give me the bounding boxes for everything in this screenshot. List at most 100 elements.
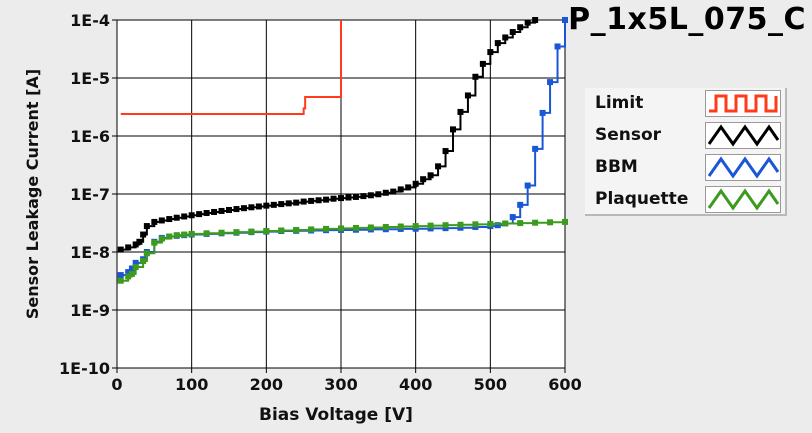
data-point-sensor bbox=[132, 241, 139, 248]
data-point-sensor bbox=[136, 238, 143, 245]
data-point-sensor bbox=[300, 198, 307, 205]
data-point-sensor bbox=[532, 17, 539, 23]
data-point-sensor bbox=[270, 201, 277, 208]
data-point-bbm bbox=[125, 269, 132, 276]
legend-swatch-sensor bbox=[705, 122, 781, 149]
data-point-plaquette bbox=[233, 229, 240, 236]
series-sensor bbox=[117, 17, 539, 253]
data-point-plaquette bbox=[308, 226, 315, 233]
data-point-bbm bbox=[524, 182, 531, 189]
x-axis-ticks: 0 100 200 300 400 500 600 bbox=[111, 368, 582, 394]
data-point-sensor bbox=[263, 202, 270, 209]
data-point-plaquette bbox=[338, 225, 344, 232]
legend-swatch-limit bbox=[705, 90, 781, 117]
data-point-sensor bbox=[173, 214, 180, 221]
data-point-sensor bbox=[255, 203, 262, 210]
data-point-plaquette bbox=[502, 220, 509, 227]
x-tick-label: 600 bbox=[548, 375, 581, 394]
x-tick-label: 500 bbox=[474, 375, 507, 394]
data-point-sensor bbox=[166, 216, 173, 223]
legend-label-limit: Limit bbox=[595, 93, 644, 113]
data-point-sensor bbox=[427, 172, 434, 179]
data-point-sensor bbox=[390, 188, 397, 195]
chart-title: P_1x5L_075_C bbox=[568, 2, 806, 37]
data-point-plaquette bbox=[140, 257, 147, 264]
data-point-sensor bbox=[457, 108, 464, 115]
data-point-sensor bbox=[487, 49, 494, 56]
x-tick-label: 300 bbox=[324, 375, 357, 394]
data-point-sensor bbox=[188, 212, 195, 219]
data-point-sensor bbox=[233, 206, 240, 213]
data-point-sensor bbox=[117, 246, 124, 253]
series-plaquette bbox=[117, 218, 568, 284]
data-point-sensor bbox=[412, 180, 419, 187]
legend-swatch-bbm bbox=[705, 154, 781, 181]
series-limit bbox=[120, 20, 342, 115]
data-point-sensor bbox=[517, 24, 524, 31]
data-point-sensor bbox=[293, 199, 300, 206]
data-point-sensor bbox=[248, 204, 255, 211]
data-point-bbm bbox=[539, 109, 546, 116]
legend-swatch-bbm-line bbox=[707, 156, 780, 179]
x-tick-label: 100 bbox=[175, 375, 208, 394]
data-point-bbm bbox=[509, 214, 516, 221]
data-point-plaquette bbox=[248, 228, 255, 235]
data-point-plaquette bbox=[457, 221, 464, 228]
data-point-plaquette bbox=[263, 228, 270, 235]
legend-item-sensor[interactable]: Sensor bbox=[585, 120, 781, 152]
data-point-sensor bbox=[308, 197, 315, 204]
data-point-bbm bbox=[554, 43, 561, 50]
data-point-sensor bbox=[450, 126, 456, 133]
data-point-sensor bbox=[509, 29, 516, 36]
data-point-plaquette bbox=[125, 273, 132, 280]
legend-swatch-sensor-line bbox=[707, 124, 780, 147]
data-point-plaquette bbox=[487, 220, 494, 227]
data-point-plaquette bbox=[218, 229, 225, 236]
data-point-plaquette bbox=[166, 233, 173, 240]
data-point-bbm bbox=[117, 272, 124, 279]
data-point-sensor bbox=[285, 200, 292, 207]
y-tick-label: 1E-8 bbox=[70, 243, 110, 262]
data-point-plaquette bbox=[472, 221, 479, 228]
data-point-plaquette bbox=[132, 264, 139, 271]
data-point-bbm bbox=[547, 79, 554, 86]
data-point-sensor bbox=[524, 19, 531, 26]
data-point-bbm bbox=[562, 17, 568, 23]
data-point-bbm bbox=[132, 259, 139, 266]
data-point-plaquette bbox=[412, 223, 419, 230]
legend-label-bbm: BBM bbox=[595, 157, 638, 177]
legend-label-plaquette: Plaquette bbox=[595, 189, 689, 209]
legend-swatch-plaquette-line bbox=[707, 188, 780, 211]
y-tick-label: 1E-6 bbox=[70, 127, 110, 146]
data-point-sensor bbox=[405, 184, 412, 191]
data-point-plaquette bbox=[547, 219, 554, 226]
x-axis-label: Bias Voltage [V] bbox=[259, 405, 413, 425]
data-point-plaquette bbox=[427, 222, 434, 229]
data-point-plaquette bbox=[181, 231, 188, 238]
y-tick-label: 1E-7 bbox=[70, 185, 110, 204]
data-point-bbm bbox=[494, 222, 501, 229]
y-tick-label: 1E-5 bbox=[70, 69, 110, 88]
y-axis-ticks: 1E-10 1E-9 1E-8 1E-7 1E-6 1E-5 1E-4 bbox=[59, 11, 117, 378]
data-point-sensor bbox=[143, 223, 150, 230]
data-point-plaquette bbox=[293, 226, 300, 233]
data-point-sensor bbox=[278, 201, 285, 208]
data-point-sensor bbox=[375, 191, 382, 198]
legend-item-bbm[interactable]: BBM bbox=[585, 152, 781, 184]
data-point-plaquette bbox=[442, 222, 449, 229]
data-point-sensor bbox=[196, 211, 203, 218]
data-point-sensor bbox=[158, 217, 165, 224]
x-tick-label: 200 bbox=[250, 375, 283, 394]
data-point-bbm bbox=[532, 145, 539, 152]
legend-item-plaquette[interactable]: Plaquette bbox=[585, 184, 781, 216]
legend-swatch-limit-line bbox=[709, 94, 778, 113]
legend-item-limit[interactable]: Limit bbox=[585, 88, 781, 120]
data-point-plaquette bbox=[278, 227, 285, 234]
data-point-plaquette bbox=[323, 225, 330, 232]
data-point-sensor bbox=[203, 210, 210, 217]
y-tick-label: 1E-4 bbox=[70, 11, 110, 30]
data-point-sensor bbox=[218, 207, 225, 214]
legend[interactable]: Limit Sensor BBM Plaquette bbox=[585, 88, 787, 216]
legend-swatch-plaquette bbox=[705, 186, 781, 213]
